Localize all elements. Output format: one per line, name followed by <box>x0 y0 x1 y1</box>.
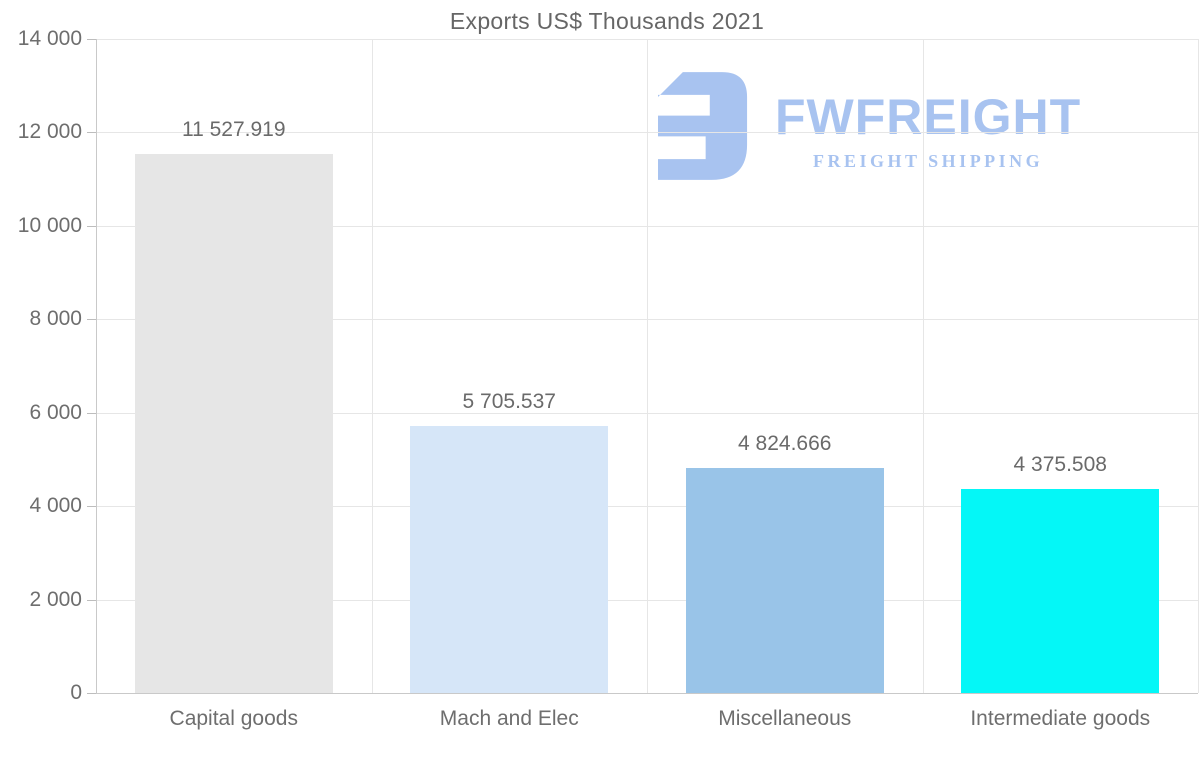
bar-capital-goods <box>134 154 333 693</box>
category-label: Miscellaneous <box>718 707 852 730</box>
bar-value-label: 4 824.666 <box>738 431 832 455</box>
y-axis-tick-label: 4 000 <box>29 494 82 518</box>
chart-title: Exports US$ Thousands 2021 <box>449 8 765 34</box>
gridline-horizontal <box>96 693 1198 694</box>
y-axis-tick-label: 12 000 <box>17 120 82 144</box>
y-axis-tick-label: 14 000 <box>17 27 82 50</box>
logo-f-icon <box>658 72 748 180</box>
y-axis-tick <box>87 39 96 40</box>
y-axis-tick <box>87 225 96 227</box>
y-axis-tick <box>87 319 96 321</box>
logo-tagline: FREIGHT SHIPPING <box>812 151 1044 171</box>
gridline-vertical <box>371 39 373 693</box>
y-axis-tick-label: 2 000 <box>29 587 82 611</box>
logo-watermark: FWFREIGHT FREIGHT SHIPPING <box>648 68 1081 184</box>
y-axis-tick-label: 6 000 <box>29 400 82 424</box>
bar-miscellaneous <box>685 467 884 693</box>
y-axis-tick <box>87 599 96 601</box>
y-axis-tick-label: 10 000 <box>17 213 82 237</box>
y-axis-tick-label: 0 <box>70 681 82 704</box>
bar-value-label: 11 527.919 <box>181 118 286 142</box>
bar-mach-and-elec <box>410 426 609 693</box>
y-axis-tick-label: 8 000 <box>29 307 82 331</box>
bar-intermediate-goods <box>961 488 1160 693</box>
category-label: Intermediate goods <box>970 707 1151 730</box>
logo-name: FWFREIGHT <box>775 89 1082 145</box>
y-axis-line <box>96 39 97 693</box>
gridline-vertical <box>647 39 648 693</box>
y-axis-tick <box>87 412 96 414</box>
bar-value-label: 4 375.508 <box>1013 452 1107 476</box>
y-axis-tick <box>87 132 96 134</box>
category-label: Capital goods <box>169 707 298 730</box>
y-axis-tick <box>87 506 96 508</box>
gridline-vertical <box>922 39 924 693</box>
logo-text-block: FWFREIGHT FREIGHT SHIPPING <box>775 92 1081 172</box>
bar-value-label: 5 705.537 <box>462 390 556 414</box>
category-label: Mach and Elec <box>439 707 579 730</box>
gridline-vertical <box>1198 39 1199 693</box>
y-axis-tick <box>87 693 96 694</box>
